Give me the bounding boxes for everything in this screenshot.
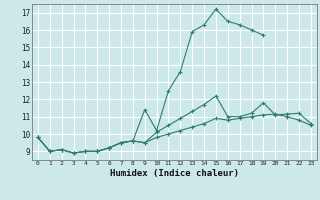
X-axis label: Humidex (Indice chaleur): Humidex (Indice chaleur) — [110, 169, 239, 178]
